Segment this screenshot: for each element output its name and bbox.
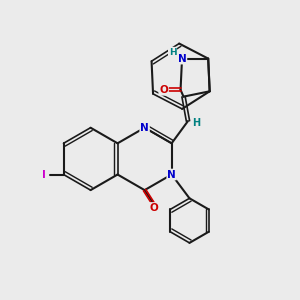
Text: H: H: [169, 48, 176, 57]
Text: N: N: [178, 54, 186, 64]
Text: O: O: [149, 203, 158, 213]
Text: N: N: [140, 123, 149, 133]
Text: H: H: [192, 118, 200, 128]
Text: N: N: [167, 169, 176, 179]
Text: O: O: [159, 85, 168, 95]
Text: I: I: [42, 169, 46, 179]
